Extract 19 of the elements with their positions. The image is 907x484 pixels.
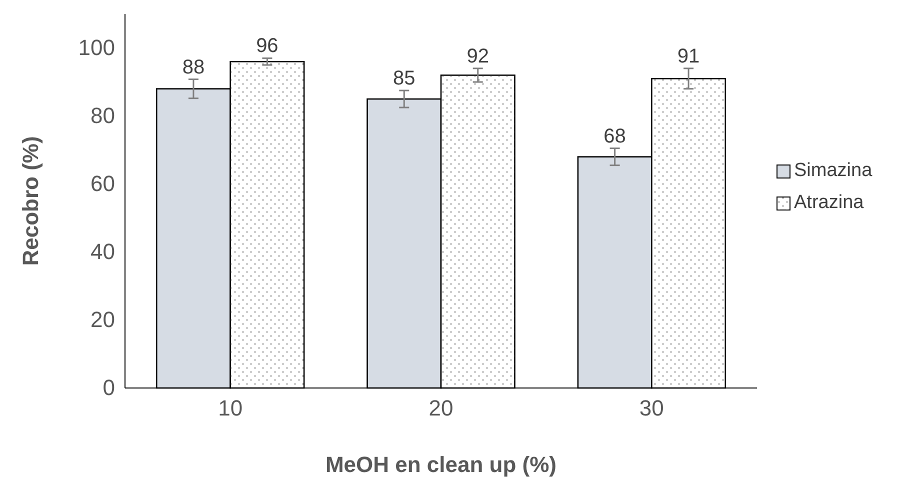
y-tick-label: 40 <box>90 239 115 264</box>
legend-label: Simazina <box>794 160 873 181</box>
data-label: 91 <box>677 45 700 68</box>
x-tick-label: 30 <box>639 396 664 421</box>
y-tick-label: 0 <box>102 375 115 400</box>
data-label: 88 <box>182 56 205 78</box>
y-tick-label: 100 <box>78 35 115 60</box>
data-label: 92 <box>466 45 489 68</box>
legend-label: Atrazina <box>794 192 864 213</box>
data-label: 68 <box>604 125 626 148</box>
y-axis-title: Recobro (%) <box>18 136 43 266</box>
y-tick-label: 60 <box>90 171 115 196</box>
y-tick-label: 20 <box>90 307 115 332</box>
x-tick-label: 20 <box>428 396 454 421</box>
data-label: 85 <box>393 68 416 90</box>
y-tick-label: 80 <box>90 103 115 128</box>
x-tick-label: 10 <box>218 396 243 421</box>
data-label: 96 <box>256 35 278 58</box>
x-axis-title: MeOH en clean up (%) <box>325 452 557 477</box>
